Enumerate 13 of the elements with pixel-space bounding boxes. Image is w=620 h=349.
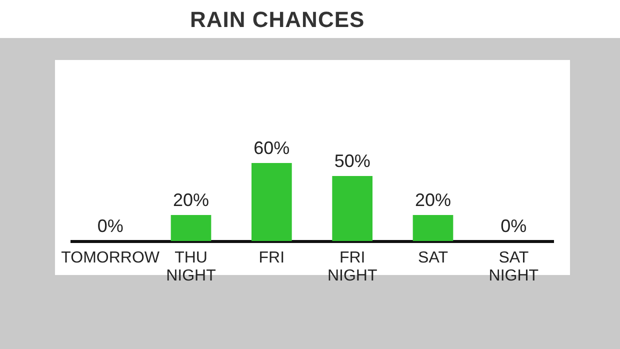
x-tick-label: THU NIGHT [166, 250, 216, 284]
data-label: 20% [172, 190, 210, 210]
chart-title: RAIN CHANCES [190, 7, 365, 33]
x-tick-label: FRI [258, 250, 285, 266]
data-label: 50% [334, 151, 370, 171]
data-label: 0% [97, 216, 124, 236]
x-tick-label: SAT [418, 250, 448, 266]
x-tick-label: TOMORROW [61, 250, 160, 266]
data-label: 60% [254, 138, 290, 158]
data-label: 0% [500, 216, 527, 236]
x-tick-label: FRI NIGHT [327, 250, 378, 284]
data-label: 20% [414, 190, 452, 210]
x-tick-label: SAT NIGHT [488, 250, 539, 284]
